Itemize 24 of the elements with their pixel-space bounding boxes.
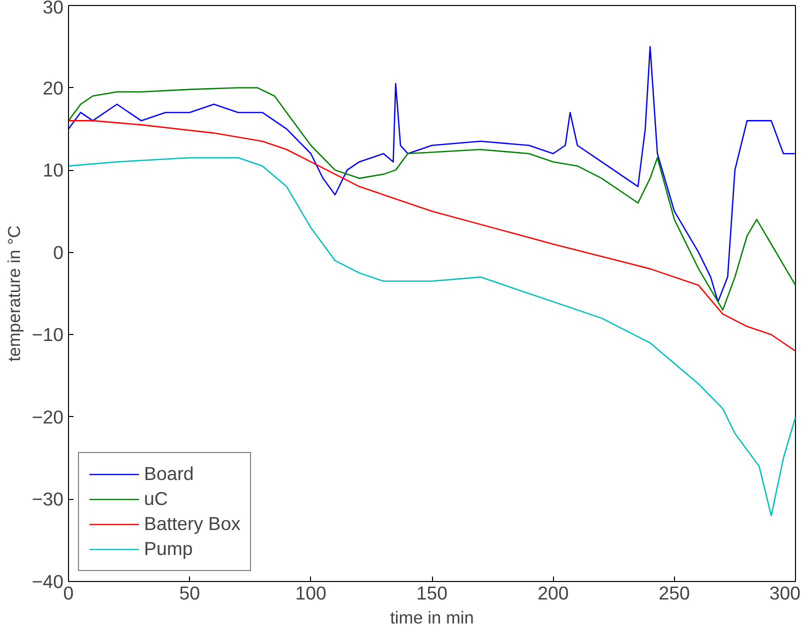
legend-label: Board [144, 463, 194, 485]
line-series [68, 46, 796, 302]
legend-label: Battery Box [144, 513, 240, 535]
y-tick-label: −30 [32, 488, 64, 510]
y-tick-label: −10 [32, 324, 64, 346]
y-tick-label: −40 [32, 571, 64, 592]
y-tick-label: 0 [53, 242, 64, 263]
x-tick-label: 300 [769, 582, 801, 604]
legend-label: uC [144, 488, 168, 510]
x-tick-label: 100 [295, 582, 326, 604]
y-tick-label: 20 [42, 77, 64, 98]
y-axis-title: temperature in °C [4, 225, 24, 362]
legend-label: Pump [144, 538, 193, 560]
line-series [68, 120, 796, 352]
line-series [68, 157, 796, 516]
y-tick-label: 10 [42, 160, 64, 181]
x-tick-label: 200 [538, 582, 569, 604]
x-tick-label: 50 [179, 582, 200, 604]
y-tick-label: 30 [42, 0, 64, 18]
x-tick-label: 150 [416, 582, 448, 604]
x-tick-label: 250 [658, 582, 690, 604]
line-series [68, 87, 796, 311]
y-tick-label: −20 [32, 406, 64, 428]
x-axis-title: time in min [390, 608, 474, 628]
